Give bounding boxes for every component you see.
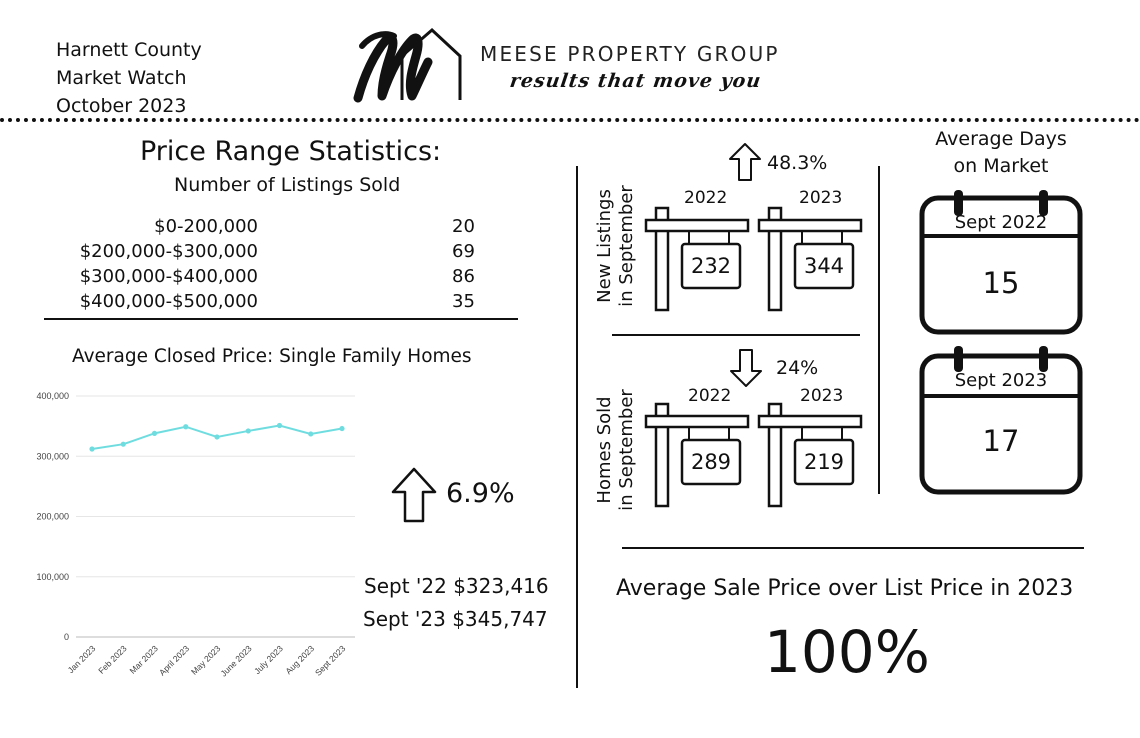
chart-y-tick-label: 0 [64,632,69,642]
listings-sold-divider [612,334,860,336]
chart-x-tick-label: Sept 2023 [313,643,348,678]
arrow-up-icon [729,143,761,181]
price-range-label: $0-200,000 [154,216,258,237]
new-listings-label-line2: in September [616,185,637,307]
calendar-icon [919,346,1083,495]
price-range-divider [44,318,518,320]
price-range-label: $400,000-$500,000 [79,291,258,312]
closed-price-line-chart: 0 100,000 200,000 300,000 400,000 Jan 2023Feb… [36,391,355,678]
days-on-market-value-2022: 15 [982,266,1020,300]
chart-data-point [120,441,126,447]
chart-x-tick-label: July 2023 [252,643,285,676]
sale-over-list-title: Average Sale Price over List Price in 20… [616,576,1074,601]
chart-data-point [151,430,158,436]
days-on-market-title-line1: Average Days [935,128,1067,150]
chart-data-point [214,434,220,440]
brand-tagline: results that move you [508,70,763,92]
calendar-label-sept-2023: Sept 2023 [954,370,1048,391]
price-range-subtitle: Number of Listings Sold [174,174,401,196]
homes-sold-year-2022: 2022 [688,386,732,406]
homes-sold-value-2022: 289 [690,450,732,474]
homes-sold-change: 24% [776,357,819,379]
chart-x-tick-label: April 2023 [157,643,191,677]
report-title: Harnett County Market Watch October 2023 [56,36,202,120]
chart-x-tick-label: Mar 2023 [127,643,160,676]
price-range-label: $300,000-$400,000 [79,266,258,287]
closed-price-sept-2022: Sept '22 $323,416 [364,574,549,598]
new-listings-change: 48.3% [767,152,828,174]
new-listings-value-2022: 232 [690,254,732,278]
price-range-title: Price Range Statistics: [140,136,442,167]
price-range-label: $200,000-$300,000 [79,241,258,262]
new-listings-label: New Listings in September [594,176,638,316]
homes-sold-year-2023: 2023 [800,386,844,406]
price-range-count: 35 [452,291,475,312]
sign-post-icon [644,206,750,312]
chart-data-point [308,431,314,437]
new-listings-label-line1: New Listings [594,189,615,303]
chart-x-tick-label: Jan 2023 [66,643,98,675]
new-listings-year-2022: 2022 [684,188,728,208]
arrow-down-icon [730,349,762,387]
chart-data-point [183,424,189,430]
new-listings-year-2023: 2023 [799,188,843,208]
new-listings-value-2023: 344 [803,254,845,278]
sale-over-list-value: 100% [764,618,930,686]
calendar-icon [919,190,1083,335]
homes-sold-label-line1: Homes Sold [594,396,615,504]
brand-logo-icon [353,27,462,103]
price-range-count: 20 [452,216,475,237]
closed-price-title: Average Closed Price: Single Family Home… [72,346,472,367]
center-divider [576,166,578,688]
chart-y-tick-label: 200,000 [36,512,69,522]
title-line-date: October 2023 [56,95,187,117]
arrow-up-icon [391,467,437,523]
closed-price-sept-2023: Sept '23 $345,747 [363,607,548,631]
chart-y-tick-label: 400,000 [36,391,69,401]
chart-x-tick-label: June 2023 [219,643,254,678]
homes-sold-label-line2: in September [616,389,637,511]
header-divider [0,118,1140,122]
days-on-market-title-line2: on Market [953,155,1049,177]
chart-x-tick-label: Aug 2023 [283,643,316,676]
title-line-county: Harnett County [56,39,202,61]
chart-data-point [89,446,95,452]
chart-y-tick-label: 100,000 [36,572,69,582]
price-range-count: 69 [452,241,475,262]
right-divider [878,166,880,494]
chart-x-tick-label: Feb 2023 [96,643,129,676]
chart-data-point [276,422,283,429]
calendar-label-sept-2022: Sept 2022 [954,212,1048,233]
chart-data-point [339,425,345,432]
chart-y-tick-label: 300,000 [36,451,69,461]
closed-price-change: 6.9% [446,478,515,509]
homes-sold-value-2023: 219 [803,450,845,474]
days-on-market-value-2023: 17 [982,424,1020,458]
sign-post-icon [757,206,863,312]
sale-over-list-divider [622,547,1084,549]
sign-post-icon [644,402,750,508]
sign-post-icon [757,402,863,508]
chart-data-point [245,428,251,434]
brand-name: MEESE PROPERTY GROUP [480,42,780,66]
days-on-market-title: Average Days on Market [910,126,1092,180]
price-range-count: 86 [452,266,475,287]
title-line-market-watch: Market Watch [56,67,187,89]
homes-sold-label: Homes Sold in September [594,380,638,520]
